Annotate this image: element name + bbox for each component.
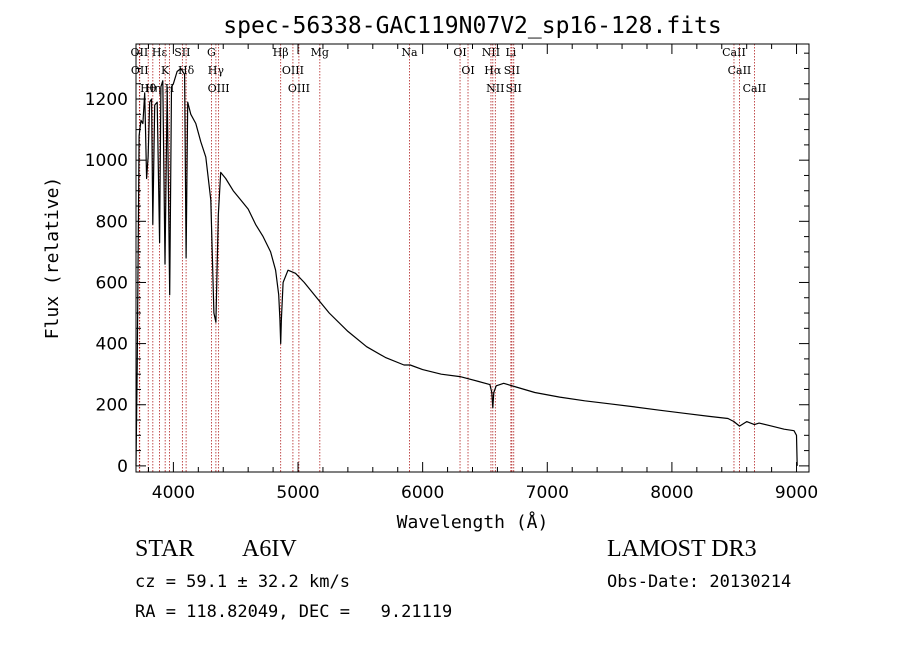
line-marker-label: Na xyxy=(401,46,418,59)
y-tick-label: 400 xyxy=(96,335,128,355)
line-marker-label: Li xyxy=(505,46,516,59)
x-tick-label: 8000 xyxy=(650,483,693,503)
line-marker-label: Hθ xyxy=(140,82,157,95)
x-tick-label: 6000 xyxy=(401,483,444,503)
redshift-label: cz = 59.1 ± 32.2 km/s xyxy=(135,572,350,592)
x-tick-label: 9000 xyxy=(775,483,818,503)
line-marker-label: Hη xyxy=(145,82,161,95)
line-marker-label: OII xyxy=(131,64,149,77)
line-marker-label: Hε xyxy=(152,46,168,59)
object-subclass-label: A6IV xyxy=(242,536,297,562)
x-tick-label: 7000 xyxy=(526,483,569,503)
observation-date-label: Obs-Date: 20130214 xyxy=(607,572,792,592)
y-tick-label: 1000 xyxy=(85,151,128,171)
line-marker-label: Hα xyxy=(484,64,502,77)
y-axis-label: Flux (relative) xyxy=(42,177,63,340)
line-marker-label: CaII xyxy=(743,82,767,95)
plot-frame xyxy=(135,43,810,473)
line-marker-label: H xyxy=(165,82,175,95)
line-marker-label: Hβ xyxy=(273,46,289,59)
y-tick-label: 600 xyxy=(96,273,128,293)
line-marker-label: SII xyxy=(504,64,520,77)
line-marker-label: NII xyxy=(486,82,504,95)
spectrum-line xyxy=(135,67,798,466)
line-marker-label: OIII xyxy=(282,64,304,77)
line-marker-label: SII xyxy=(506,82,522,95)
line-marker-label: CaII xyxy=(728,64,752,77)
x-tick-label: 4000 xyxy=(152,483,195,503)
y-tick-label: 200 xyxy=(96,396,128,416)
x-axis-label: Wavelength (Å) xyxy=(397,511,549,533)
line-marker-label: SII xyxy=(174,46,190,59)
y-tick-label: 0 xyxy=(117,457,128,477)
line-marker-label: OII xyxy=(131,46,149,59)
line-marker-label: OIII xyxy=(208,82,230,95)
line-marker-label: Mg xyxy=(311,46,329,59)
survey-label: LAMOST DR3 xyxy=(607,536,757,562)
line-marker-label: OIII xyxy=(288,82,310,95)
line-marker-label: OI xyxy=(453,46,466,59)
y-tick-label: 1200 xyxy=(85,90,128,110)
coordinates-label: RA = 118.82049, DEC = 9.21119 xyxy=(135,602,453,622)
line-marker-label: K xyxy=(161,64,170,77)
line-marker-label: Hδ xyxy=(178,64,195,77)
line-marker-label: Hγ xyxy=(208,64,225,77)
chart-title: spec-56338-GAC119N07V2_sp16-128.fits xyxy=(223,13,722,39)
object-class-label: STAR xyxy=(135,536,195,562)
line-marker-label: CaII xyxy=(722,46,746,59)
x-tick-label: 5000 xyxy=(276,483,319,503)
line-marker-label: NII xyxy=(482,46,500,59)
y-tick-label: 800 xyxy=(96,212,128,232)
line-marker-label: OI xyxy=(461,64,474,77)
line-marker-label: G xyxy=(207,46,216,59)
